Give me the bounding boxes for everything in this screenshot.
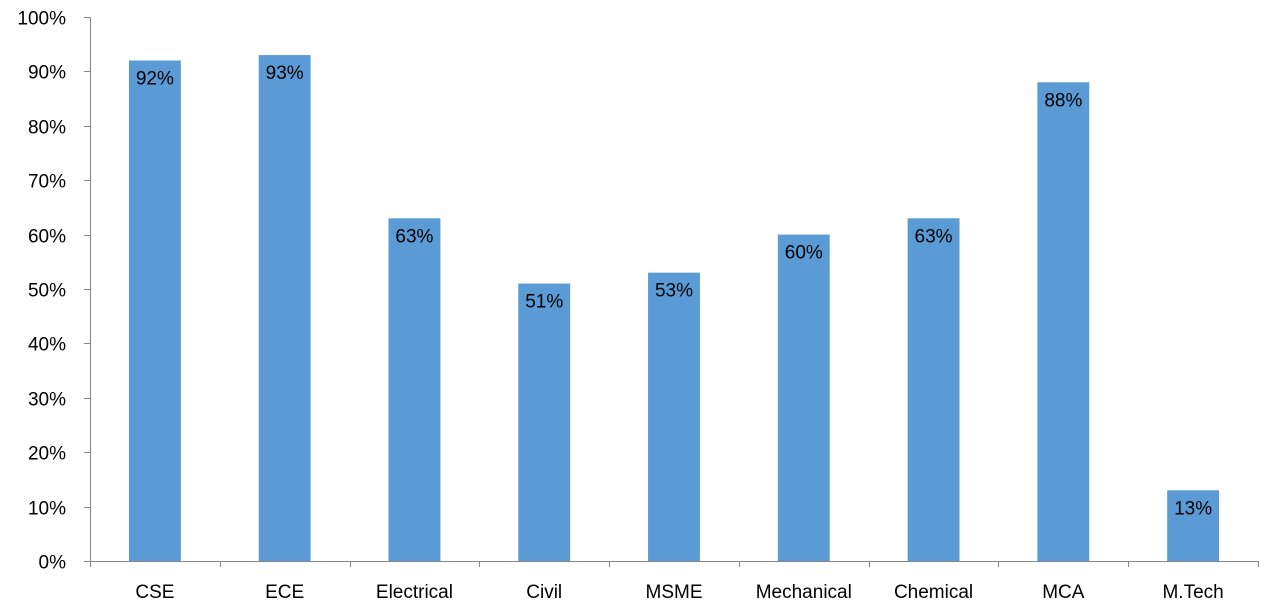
x-tick-label: Chemical	[894, 582, 973, 603]
x-tick-label: Mechanical	[756, 582, 852, 603]
x-tick-label: Civil	[526, 582, 562, 603]
data-label: 53%	[655, 281, 693, 302]
y-tick-label: 0%	[39, 553, 67, 574]
bar-series	[128, 55, 1220, 562]
y-tick-label: 90%	[28, 63, 66, 84]
bar-msme	[648, 272, 700, 561]
bar-chemical	[907, 218, 960, 561]
y-tick-label: 50%	[28, 281, 66, 302]
y-tick-label: 10%	[28, 499, 66, 520]
x-tick-label: MSME	[646, 582, 703, 603]
bar-m-tech	[1167, 490, 1220, 561]
data-label: 63%	[395, 226, 433, 247]
x-tick-label: ECE	[265, 582, 304, 603]
data-label: 51%	[525, 292, 563, 313]
data-label: 60%	[785, 243, 823, 264]
bar-mechanical	[777, 234, 830, 561]
data-labels: 92% 93% 63% 51% 53% 60% 63% 88% 13%	[136, 63, 1212, 519]
bar-electrical	[388, 218, 441, 561]
x-axis: CSE ECE Electrical Civil MSME Mechanical Chemi…	[90, 561, 1259, 603]
x-tick-label: Electrical	[376, 582, 453, 603]
y-tick-label: 60%	[28, 227, 66, 248]
y-tick-label: 80%	[28, 118, 66, 139]
y-tick-label: 20%	[28, 444, 66, 465]
bar-civil	[518, 283, 571, 561]
data-label: 92%	[136, 69, 174, 90]
data-label: 63%	[915, 226, 953, 247]
x-tick-label: MCA	[1042, 582, 1085, 603]
data-label: 13%	[1174, 498, 1212, 519]
bar-ece	[258, 55, 311, 562]
data-label: 88%	[1044, 90, 1082, 111]
y-tick-label: 30%	[28, 390, 66, 411]
data-label: 93%	[266, 63, 304, 84]
y-tick-label: 100%	[17, 9, 66, 30]
y-tick-label: 40%	[28, 335, 66, 356]
x-tick-label: CSE	[135, 582, 174, 603]
x-tick-label: M.Tech	[1162, 582, 1223, 603]
y-axis: 0% 10% 20% 30% 40% 50% 60% 70% 80% 90% 100%	[17, 9, 91, 574]
bar-mca	[1037, 82, 1090, 561]
bar-cse	[128, 60, 181, 562]
y-tick-label: 70%	[28, 172, 66, 193]
